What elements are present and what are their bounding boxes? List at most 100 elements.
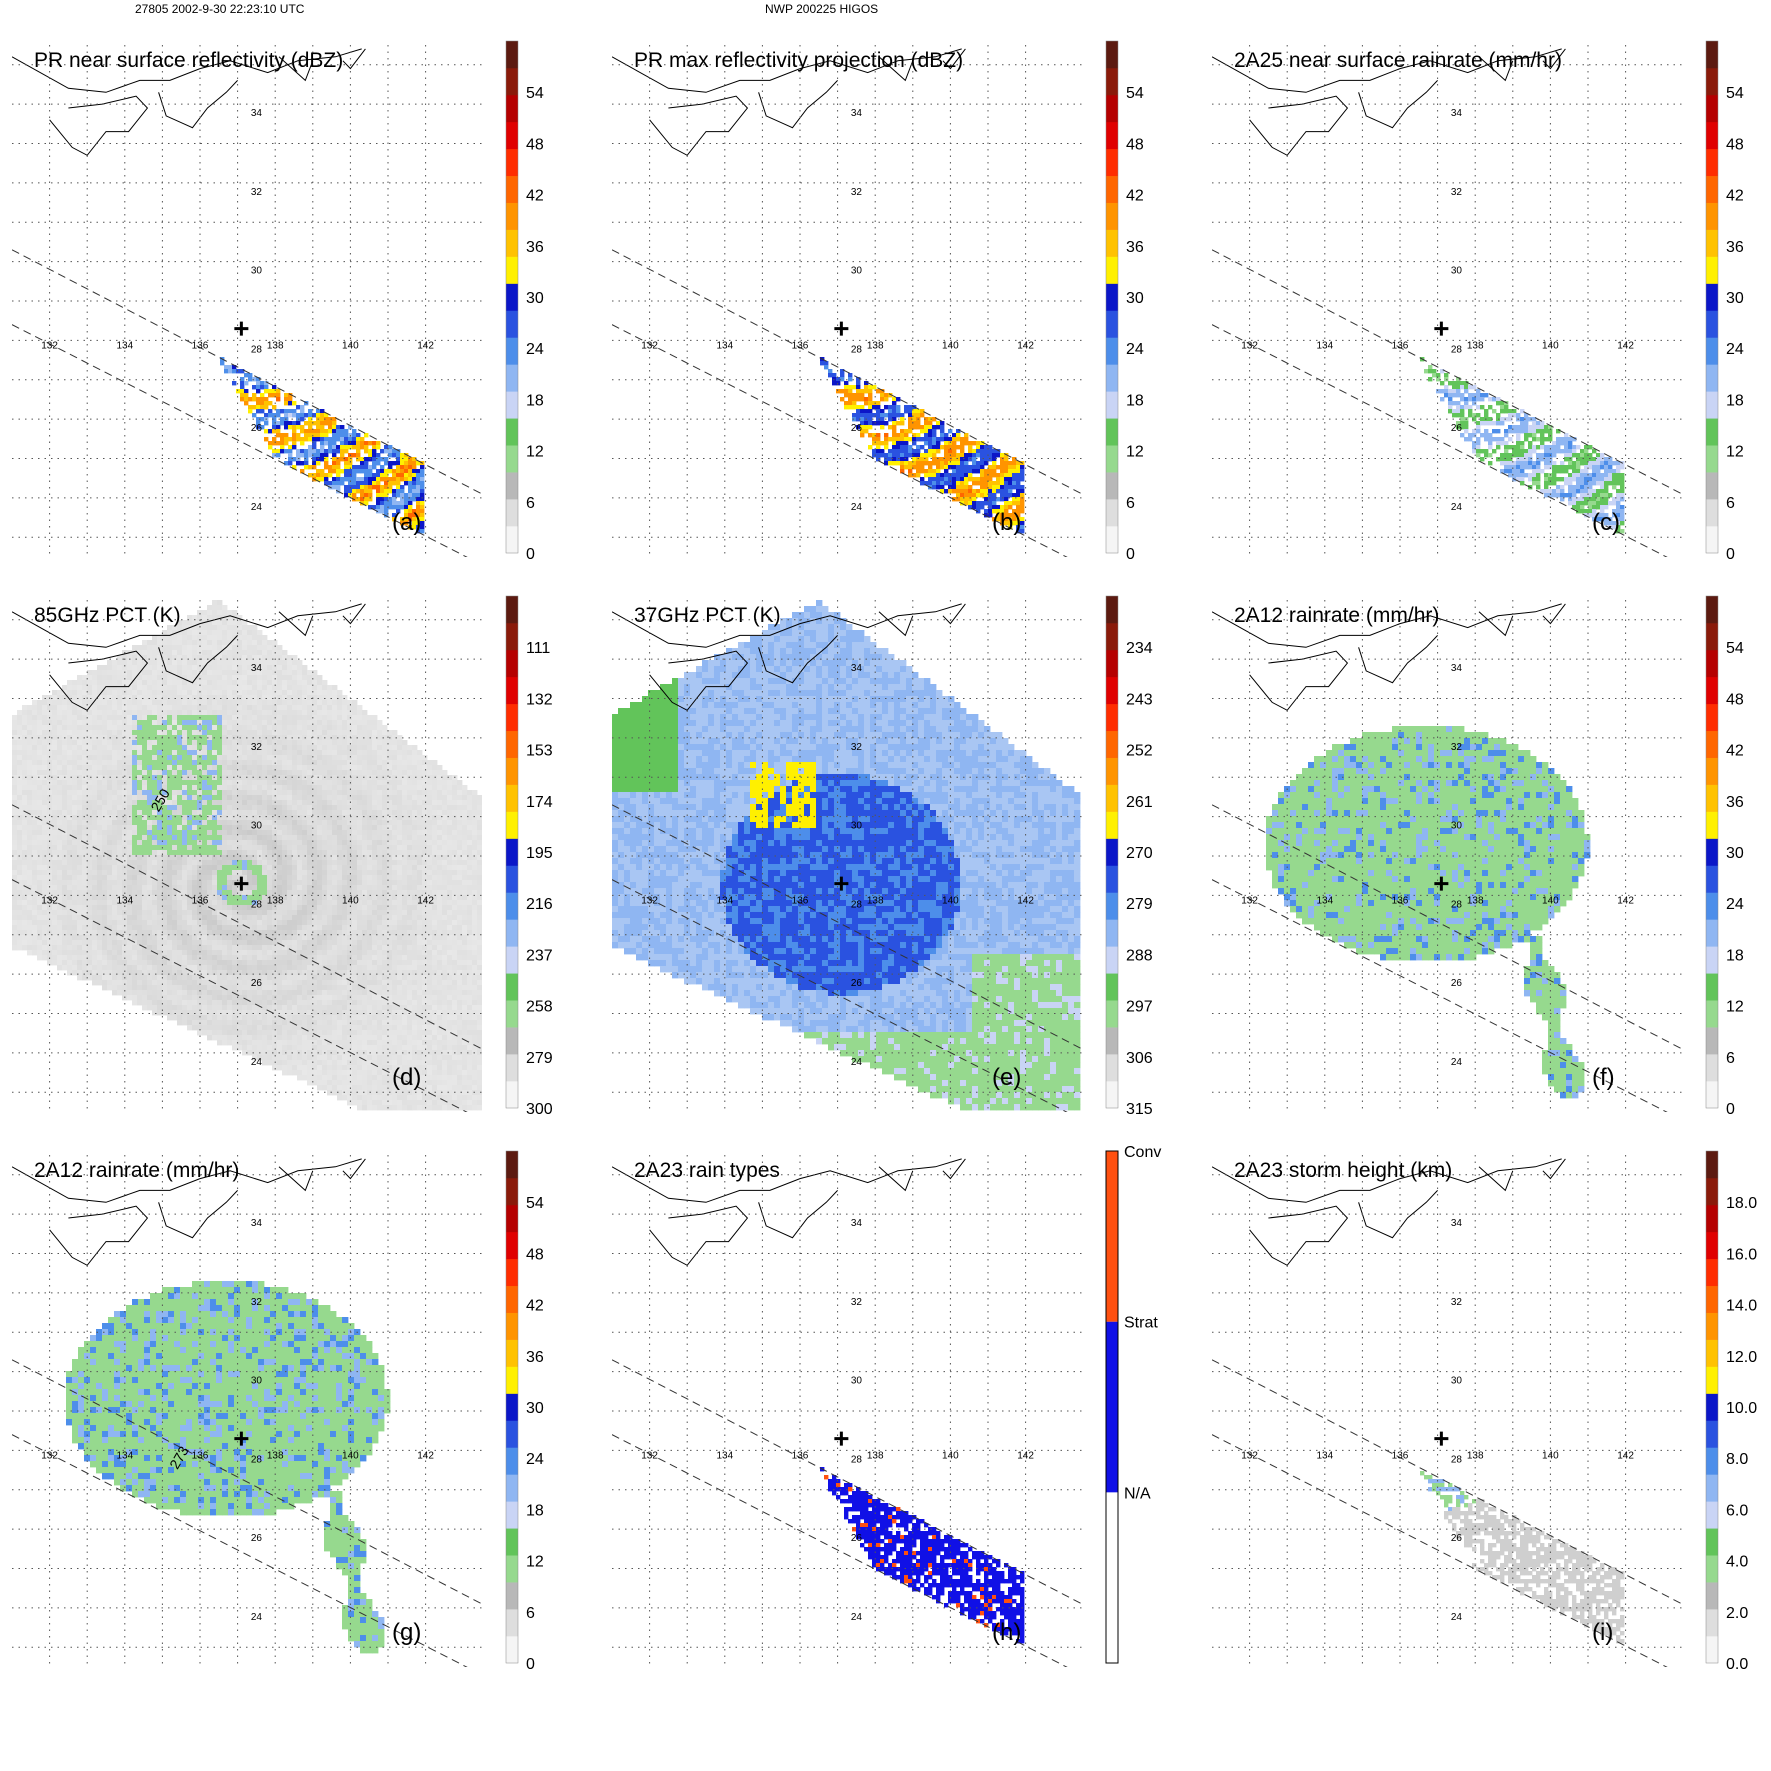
data-cell	[157, 1010, 163, 1016]
data-cell	[952, 441, 957, 446]
data-cell	[840, 377, 845, 382]
data-cell	[147, 895, 153, 901]
data-cell	[1504, 405, 1509, 410]
data-cell	[127, 690, 133, 696]
data-cell	[984, 477, 989, 482]
data-cell	[157, 695, 163, 701]
data-cell	[207, 925, 213, 931]
data-cell	[162, 980, 168, 986]
data-cell	[42, 755, 48, 761]
data-cell	[207, 990, 213, 996]
data-cell	[192, 635, 198, 641]
data-cell	[336, 449, 341, 454]
data-cell	[102, 870, 108, 876]
data-cell	[348, 481, 353, 486]
data-cell	[127, 880, 133, 886]
data-cell	[177, 640, 183, 646]
data-cell	[916, 413, 921, 418]
data-cell	[122, 755, 128, 761]
data-cell	[82, 685, 88, 691]
data-cell	[62, 875, 68, 881]
data-cell	[82, 810, 88, 816]
data-cell	[272, 389, 277, 394]
data-cell	[172, 980, 178, 986]
data-cell	[117, 965, 123, 971]
data-cell	[202, 795, 208, 801]
data-cell	[52, 935, 58, 941]
data-cell	[92, 720, 98, 726]
colorbar-tick-label: 36	[1726, 239, 1744, 256]
data-cell	[182, 1015, 188, 1021]
data-cell	[32, 800, 38, 806]
data-cell	[1448, 393, 1453, 398]
data-cell	[122, 690, 128, 696]
data-cell	[1584, 513, 1589, 518]
data-cell	[207, 1020, 213, 1026]
data-cell	[82, 800, 88, 806]
data-cell	[972, 457, 977, 462]
data-cell	[102, 950, 108, 956]
data-cell	[72, 755, 78, 761]
data-cell	[152, 875, 158, 881]
data-cell	[202, 630, 208, 636]
data-cell	[92, 675, 98, 681]
data-cell	[167, 965, 173, 971]
data-cell	[1584, 509, 1589, 514]
data-cell	[127, 695, 133, 701]
data-cell	[172, 865, 178, 871]
colorbar-segment	[1706, 121, 1718, 150]
data-cell	[17, 725, 23, 731]
data-cell	[157, 750, 163, 756]
data-cell	[117, 925, 123, 931]
data-cell	[37, 715, 43, 721]
data-cell	[187, 645, 193, 651]
data-cell	[202, 855, 208, 861]
data-cell	[162, 935, 168, 941]
data-cell	[167, 860, 173, 866]
data-cell	[87, 735, 93, 741]
data-cell	[197, 640, 203, 646]
data-cell	[336, 473, 341, 478]
data-cell	[876, 401, 881, 406]
data-cell	[856, 381, 861, 386]
data-cell	[1600, 489, 1605, 494]
data-cell	[312, 465, 317, 470]
data-cell	[37, 905, 43, 911]
data-cell	[996, 489, 1001, 494]
data-cell	[197, 755, 203, 761]
data-cell	[336, 445, 341, 450]
data-cell	[47, 720, 53, 726]
data-cell	[1524, 453, 1529, 458]
data-cell	[340, 429, 345, 434]
data-cell	[1608, 461, 1613, 466]
data-cell	[212, 910, 218, 916]
data-cell	[336, 485, 341, 490]
data-cell	[948, 449, 953, 454]
data-cell	[272, 417, 277, 422]
data-cell	[62, 850, 68, 856]
data-cell	[1616, 465, 1621, 470]
data-cell	[172, 975, 178, 981]
colorbar-tick-label: 42	[1126, 188, 1144, 205]
data-cell	[147, 770, 153, 776]
data-cell	[412, 457, 417, 462]
data-cell	[217, 990, 223, 996]
data-cell	[964, 477, 969, 482]
data-cell	[1004, 517, 1009, 522]
data-cell	[260, 385, 265, 390]
data-cell	[222, 960, 228, 966]
data-cell	[97, 775, 103, 781]
data-cell	[122, 655, 128, 661]
data-cell	[37, 720, 43, 726]
data-cell	[142, 685, 148, 691]
data-cell	[896, 433, 901, 438]
data-cell	[996, 513, 1001, 518]
data-cell	[122, 960, 128, 966]
data-cell	[272, 405, 277, 410]
data-cell	[27, 920, 33, 926]
data-cell	[32, 720, 38, 726]
data-cell	[182, 635, 188, 641]
data-cell	[97, 675, 103, 681]
data-cell	[147, 760, 153, 766]
data-cell	[1612, 473, 1617, 478]
